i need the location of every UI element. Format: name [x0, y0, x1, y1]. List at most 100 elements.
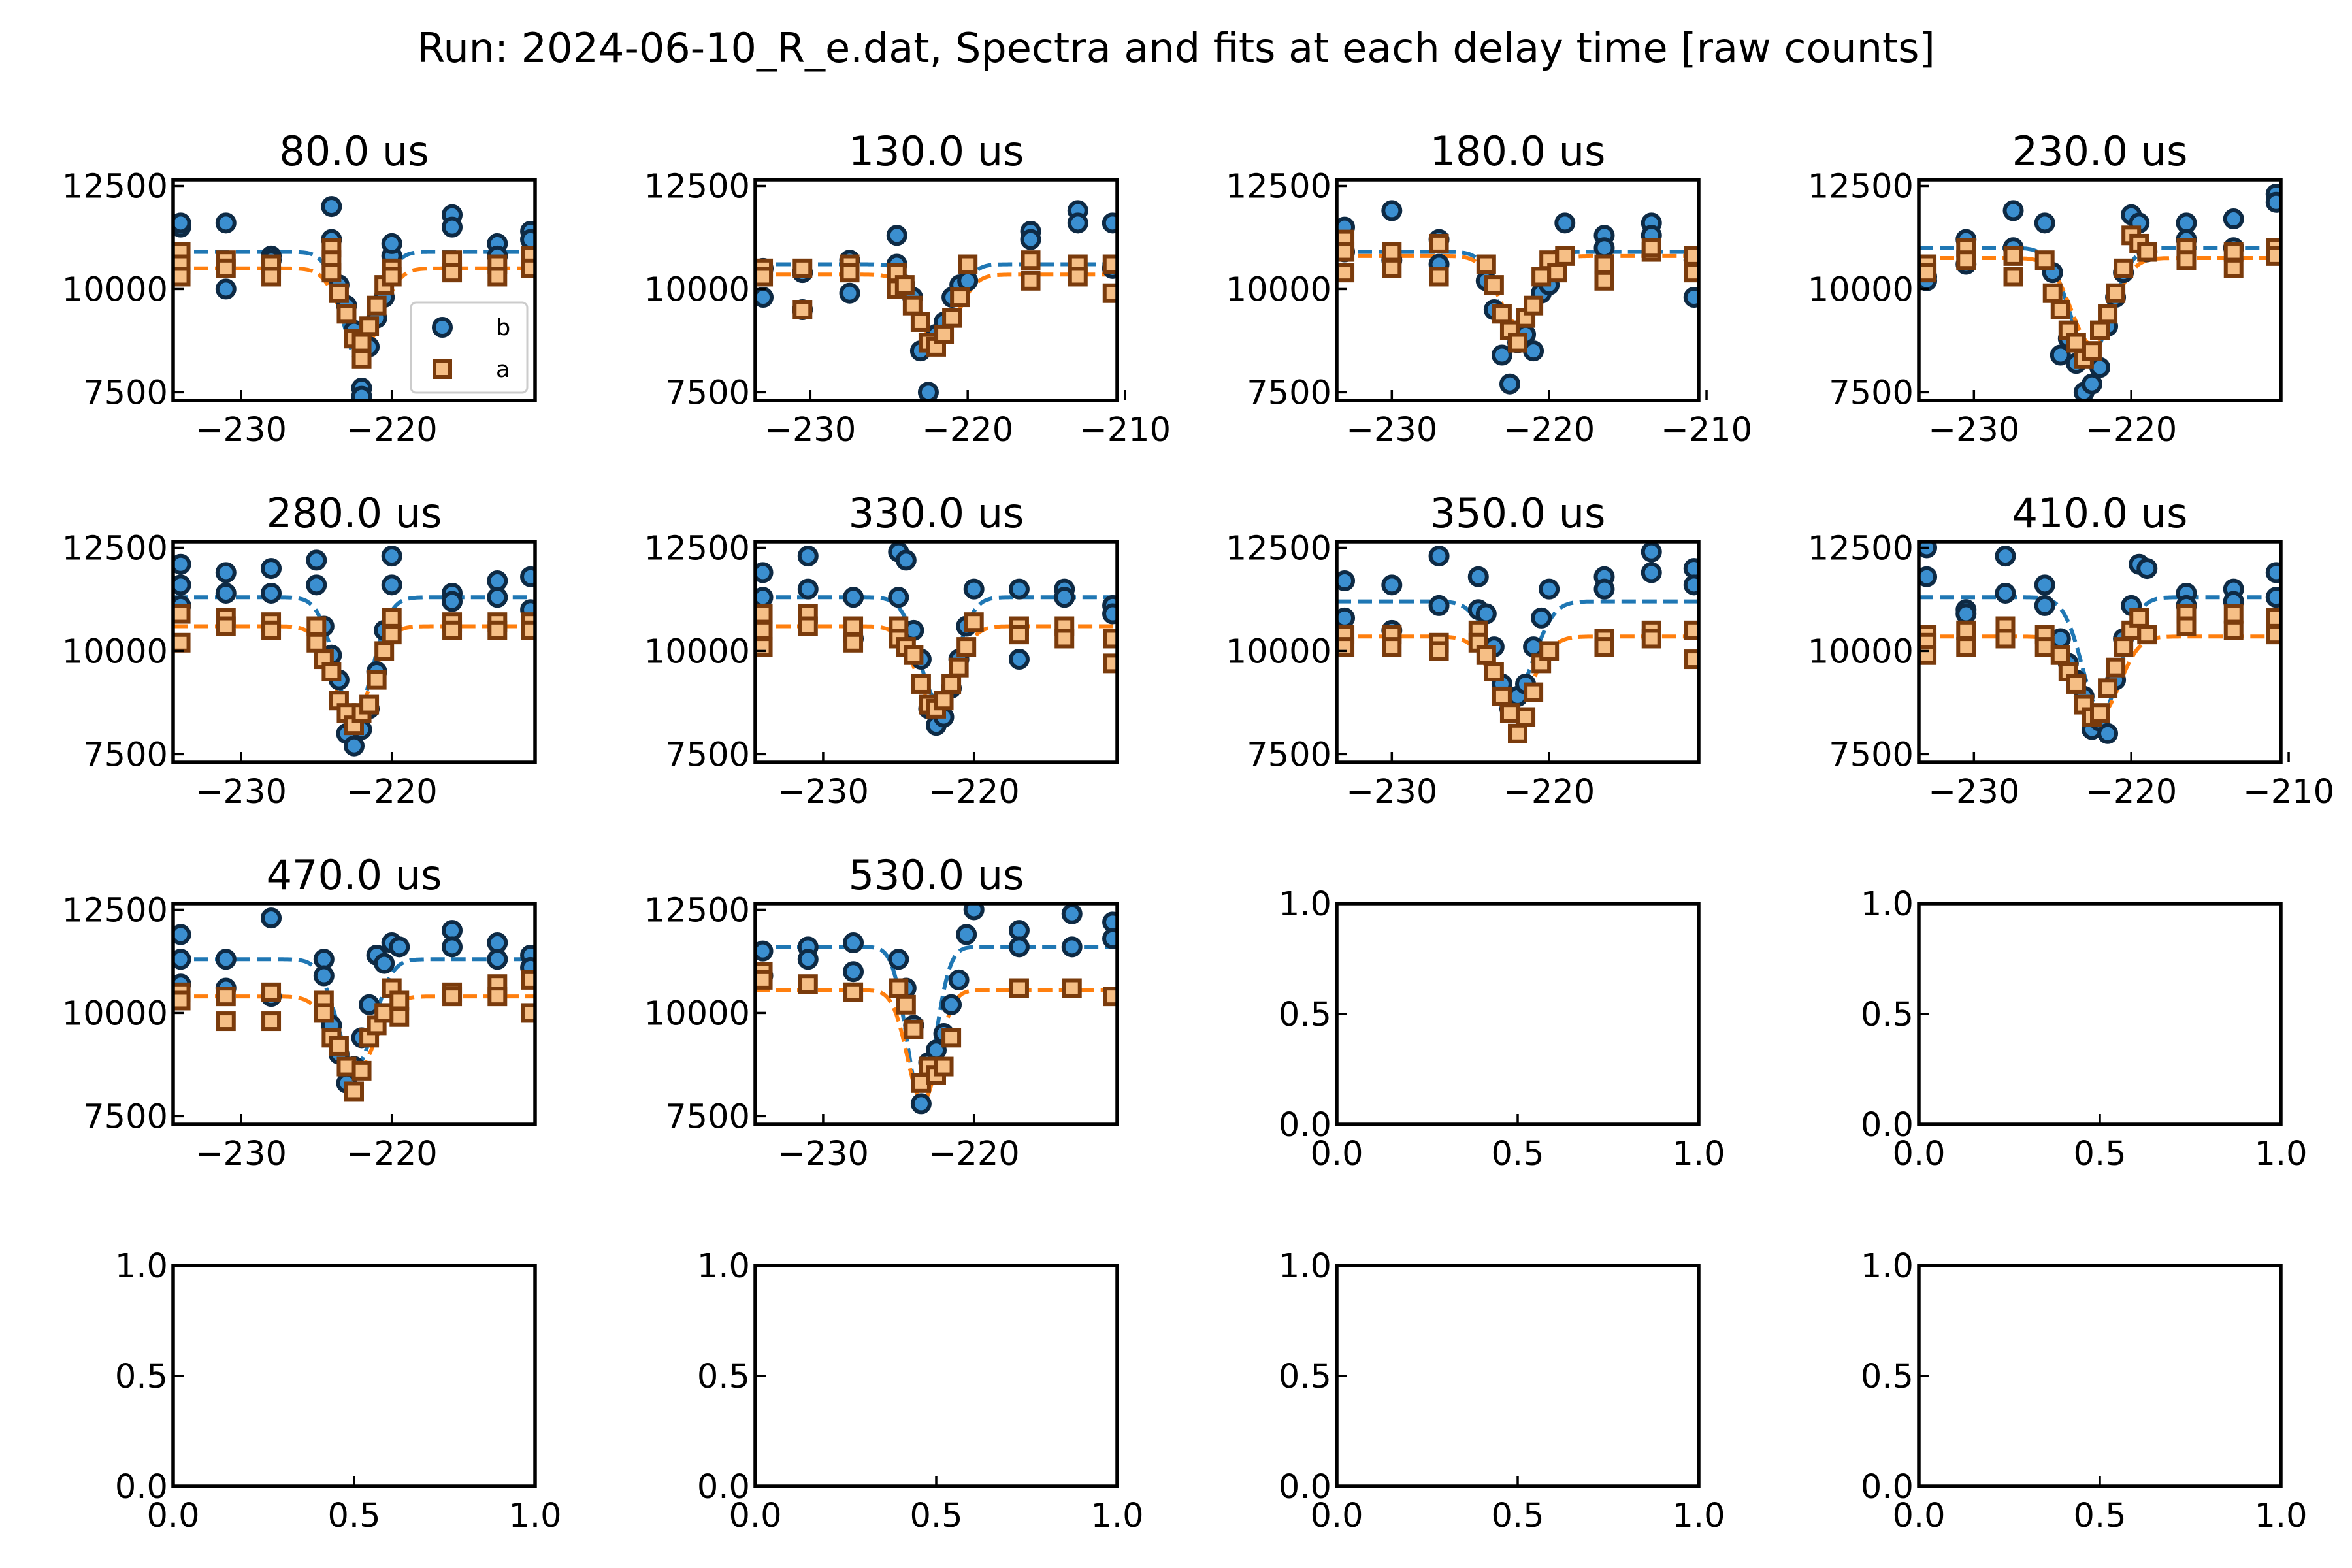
y-tick-label: 12500 — [1226, 167, 1331, 206]
x-tick-label: 0.5 — [327, 1497, 380, 1535]
y-tick-label: 12500 — [62, 167, 168, 206]
point-a — [216, 1011, 236, 1032]
point-b — [1061, 904, 1083, 924]
axes-frame — [171, 1264, 537, 1488]
point-b — [895, 549, 917, 571]
point-a — [792, 258, 813, 278]
point-a — [2003, 246, 2023, 266]
axes-frame — [171, 540, 537, 764]
point-a — [1499, 703, 1520, 723]
point-a — [1484, 662, 1504, 682]
point-a — [374, 641, 395, 661]
y-tick-label: 12500 — [1808, 167, 1914, 206]
point-a — [1102, 254, 1117, 274]
point-a — [1009, 978, 1029, 998]
x-tick-label: −210 — [1079, 411, 1171, 449]
point-b — [2034, 574, 2055, 596]
point-a — [1103, 653, 1117, 674]
point-b — [313, 965, 335, 987]
panel-2: −230 −220 −210 7500 10000 12500 130.0 us — [644, 127, 1171, 449]
y-tick-label: 0.0 — [1279, 1106, 1331, 1145]
point-a — [894, 275, 915, 295]
y-tick-label: 1.0 — [1279, 885, 1331, 924]
x-tick-label: −230 — [1928, 411, 2019, 449]
axes-frame — [1917, 1264, 2283, 1488]
axes-frame — [753, 540, 1119, 764]
panel-title: 230.0 us — [2012, 127, 2188, 175]
y-tick-label: 0.5 — [1279, 996, 1331, 1034]
point-a — [351, 1060, 372, 1081]
x-tick-label: −220 — [346, 411, 438, 449]
x-tick-label: −220 — [2085, 411, 2177, 449]
point-a — [2050, 300, 2070, 320]
point-a — [2034, 250, 2055, 270]
point-a — [521, 258, 535, 278]
point-a — [442, 263, 463, 283]
y-tick-label: 7500 — [1247, 374, 1331, 412]
point-b — [1554, 212, 1576, 234]
point-b — [1008, 649, 1030, 670]
point-b — [957, 270, 979, 291]
point-a — [896, 994, 916, 1015]
point-b — [374, 953, 395, 974]
point-a — [1531, 267, 1552, 287]
point-b — [344, 735, 365, 757]
y-tick-label: 10000 — [1808, 270, 1914, 309]
point-a — [1524, 682, 1544, 702]
legend: ba — [410, 301, 529, 394]
point-a — [2090, 320, 2110, 340]
point-b — [2034, 212, 2055, 234]
point-b — [2223, 208, 2244, 230]
point-b — [797, 949, 819, 970]
point-a — [1956, 620, 1976, 640]
point-a — [2082, 341, 2102, 361]
x-tick-label: 0.0 — [1310, 1497, 1363, 1535]
figure-title: Run: 2024-06-10_R_e.dat, Spectra and fit… — [417, 24, 1935, 72]
point-a — [1062, 978, 1082, 998]
point-a — [367, 670, 387, 690]
point-a — [950, 287, 970, 308]
point-b — [487, 570, 508, 592]
point-b — [963, 578, 985, 600]
point-b — [839, 282, 860, 304]
x-tick-label: −230 — [1346, 411, 1437, 449]
point-a — [840, 263, 860, 283]
point-a — [173, 632, 191, 653]
panel-16: 0.0 0.5 1.0 0.0 0.5 1.0 — [1861, 1247, 2308, 1535]
panel-13: 0.0 0.5 1.0 0.0 0.5 1.0 — [115, 1247, 562, 1535]
panel-title: 330.0 us — [849, 489, 1024, 537]
point-a — [382, 625, 402, 645]
y-tick-label: 1.0 — [697, 1247, 750, 1286]
point-a — [1102, 283, 1117, 303]
point-a — [367, 295, 387, 316]
panel-title: 470.0 us — [267, 851, 442, 899]
point-a — [964, 612, 984, 632]
point-b — [173, 553, 191, 575]
point-a — [261, 620, 282, 640]
point-b — [1641, 562, 1662, 583]
point-a — [755, 637, 773, 657]
y-tick-label: 12500 — [644, 529, 750, 568]
x-tick-label: −210 — [2243, 773, 2334, 811]
point-a — [1492, 304, 1512, 324]
point-b — [261, 907, 282, 929]
y-tick-label: 0.5 — [1861, 996, 1914, 1034]
point-a — [2137, 242, 2157, 262]
panel-10: −230 −220 7500 10000 12500 530.0 us — [644, 851, 1119, 1173]
legend-label-a: a — [496, 357, 510, 383]
point-a — [1103, 629, 1117, 649]
x-tick-label: −210 — [1661, 411, 1752, 449]
x-tick-label: 1.0 — [508, 1497, 561, 1535]
x-tick-label: −220 — [928, 1135, 1020, 1173]
point-a — [389, 990, 410, 1011]
x-tick-label: −230 — [764, 411, 856, 449]
panel-title: 410.0 us — [2012, 489, 2188, 537]
point-a — [1555, 246, 1575, 266]
x-tick-label: −230 — [195, 1135, 287, 1173]
point-b — [1428, 595, 1450, 616]
point-a — [910, 312, 930, 332]
x-tick-label: −220 — [346, 1135, 438, 1173]
point-a — [798, 616, 818, 636]
point-a — [1429, 233, 1449, 253]
point-a — [934, 324, 955, 344]
